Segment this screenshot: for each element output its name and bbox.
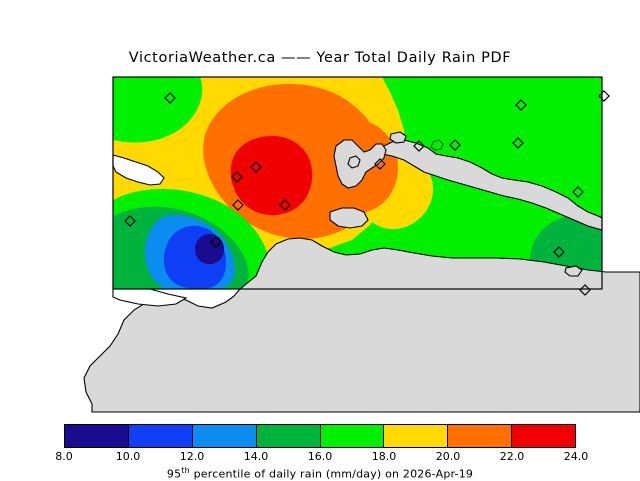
land-north-island: [379, 139, 603, 231]
coast-sw-bay: [112, 288, 188, 307]
colorbar-swatch-2[interactable]: [192, 425, 257, 447]
colorbar-label-rest: percentile of daily rain (mm/day) on 202…: [189, 467, 474, 481]
colorbar-tick-7: 22.0: [499, 450, 525, 463]
station-marker[interactable]: [279, 199, 291, 211]
coast-west-inlet: [112, 154, 165, 186]
colorbar-label-prefix: 95: [166, 467, 182, 481]
colorbar-swatch-4[interactable]: [320, 425, 385, 447]
colorbar-label-superscript: th: [181, 466, 190, 475]
colorbar-swatch-3[interactable]: [256, 425, 321, 447]
colorbar-tick-5: 18.0: [371, 450, 397, 463]
station-marker[interactable]: [553, 246, 565, 258]
station-marker-layer: [124, 90, 610, 296]
station-marker[interactable]: [231, 171, 243, 183]
station-marker[interactable]: [210, 236, 222, 248]
colorbar-tick-2: 12.0: [179, 450, 205, 463]
contour-band-22-24: [230, 136, 313, 216]
land-islet-east: [430, 139, 444, 151]
station-marker[interactable]: [124, 215, 136, 227]
land-island-small-b: [389, 131, 407, 144]
colorbar-tick-1: 10.0: [115, 450, 141, 463]
station-marker[interactable]: [572, 186, 584, 198]
station-marker[interactable]: [598, 90, 610, 102]
colorbar-tick-0: 8.0: [55, 450, 73, 463]
station-marker[interactable]: [374, 158, 386, 170]
colorbar-tick-4: 16.0: [307, 450, 333, 463]
colorbar-swatch-5[interactable]: [384, 425, 449, 447]
station-marker[interactable]: [515, 99, 527, 111]
land-island-small-c: [564, 265, 583, 277]
colorbar-swatch-1[interactable]: [128, 425, 193, 447]
station-marker[interactable]: [164, 92, 176, 104]
contour-band-16-18-nw: [113, 77, 203, 143]
colorbar-swatch-0[interactable]: [65, 425, 129, 447]
station-marker[interactable]: [250, 161, 262, 173]
land-layer: [83, 131, 640, 413]
contour-band-8-10: [195, 234, 224, 264]
colorbar-tick-8: 24.0: [563, 450, 589, 463]
land-west-lobe: [329, 207, 369, 229]
colorbar-tick-3: 14.0: [243, 450, 269, 463]
plot-border: [112, 76, 603, 290]
station-marker[interactable]: [232, 199, 244, 211]
station-marker[interactable]: [579, 284, 591, 296]
station-marker[interactable]: [413, 140, 425, 152]
land-island-small-a: [347, 155, 361, 169]
colorbar-tick-6: 20.0: [435, 450, 461, 463]
station-marker[interactable]: [512, 137, 524, 149]
colorbar-swatch-6[interactable]: [448, 425, 513, 447]
colorbar: 8.0 10.0 12.0 14.0 16.0 18.0 20.0 22.0 24.0 95th…: [0, 424, 640, 481]
colorbar-swatches[interactable]: [64, 424, 576, 448]
colorbar-tick-labels: 8.0 10.0 12.0 14.0 16.0 18.0 20.0 22.0 24.0: [0, 450, 640, 464]
colorbar-swatch-7[interactable]: [512, 425, 575, 447]
page-title: VictoriaWeather.ca —— Year Total Daily R…: [128, 50, 512, 66]
station-marker[interactable]: [449, 139, 461, 151]
colorbar-axis-label: 95th percentile of daily rain (mm/day) o…: [0, 466, 640, 481]
land-mid-peninsula: [333, 139, 387, 189]
